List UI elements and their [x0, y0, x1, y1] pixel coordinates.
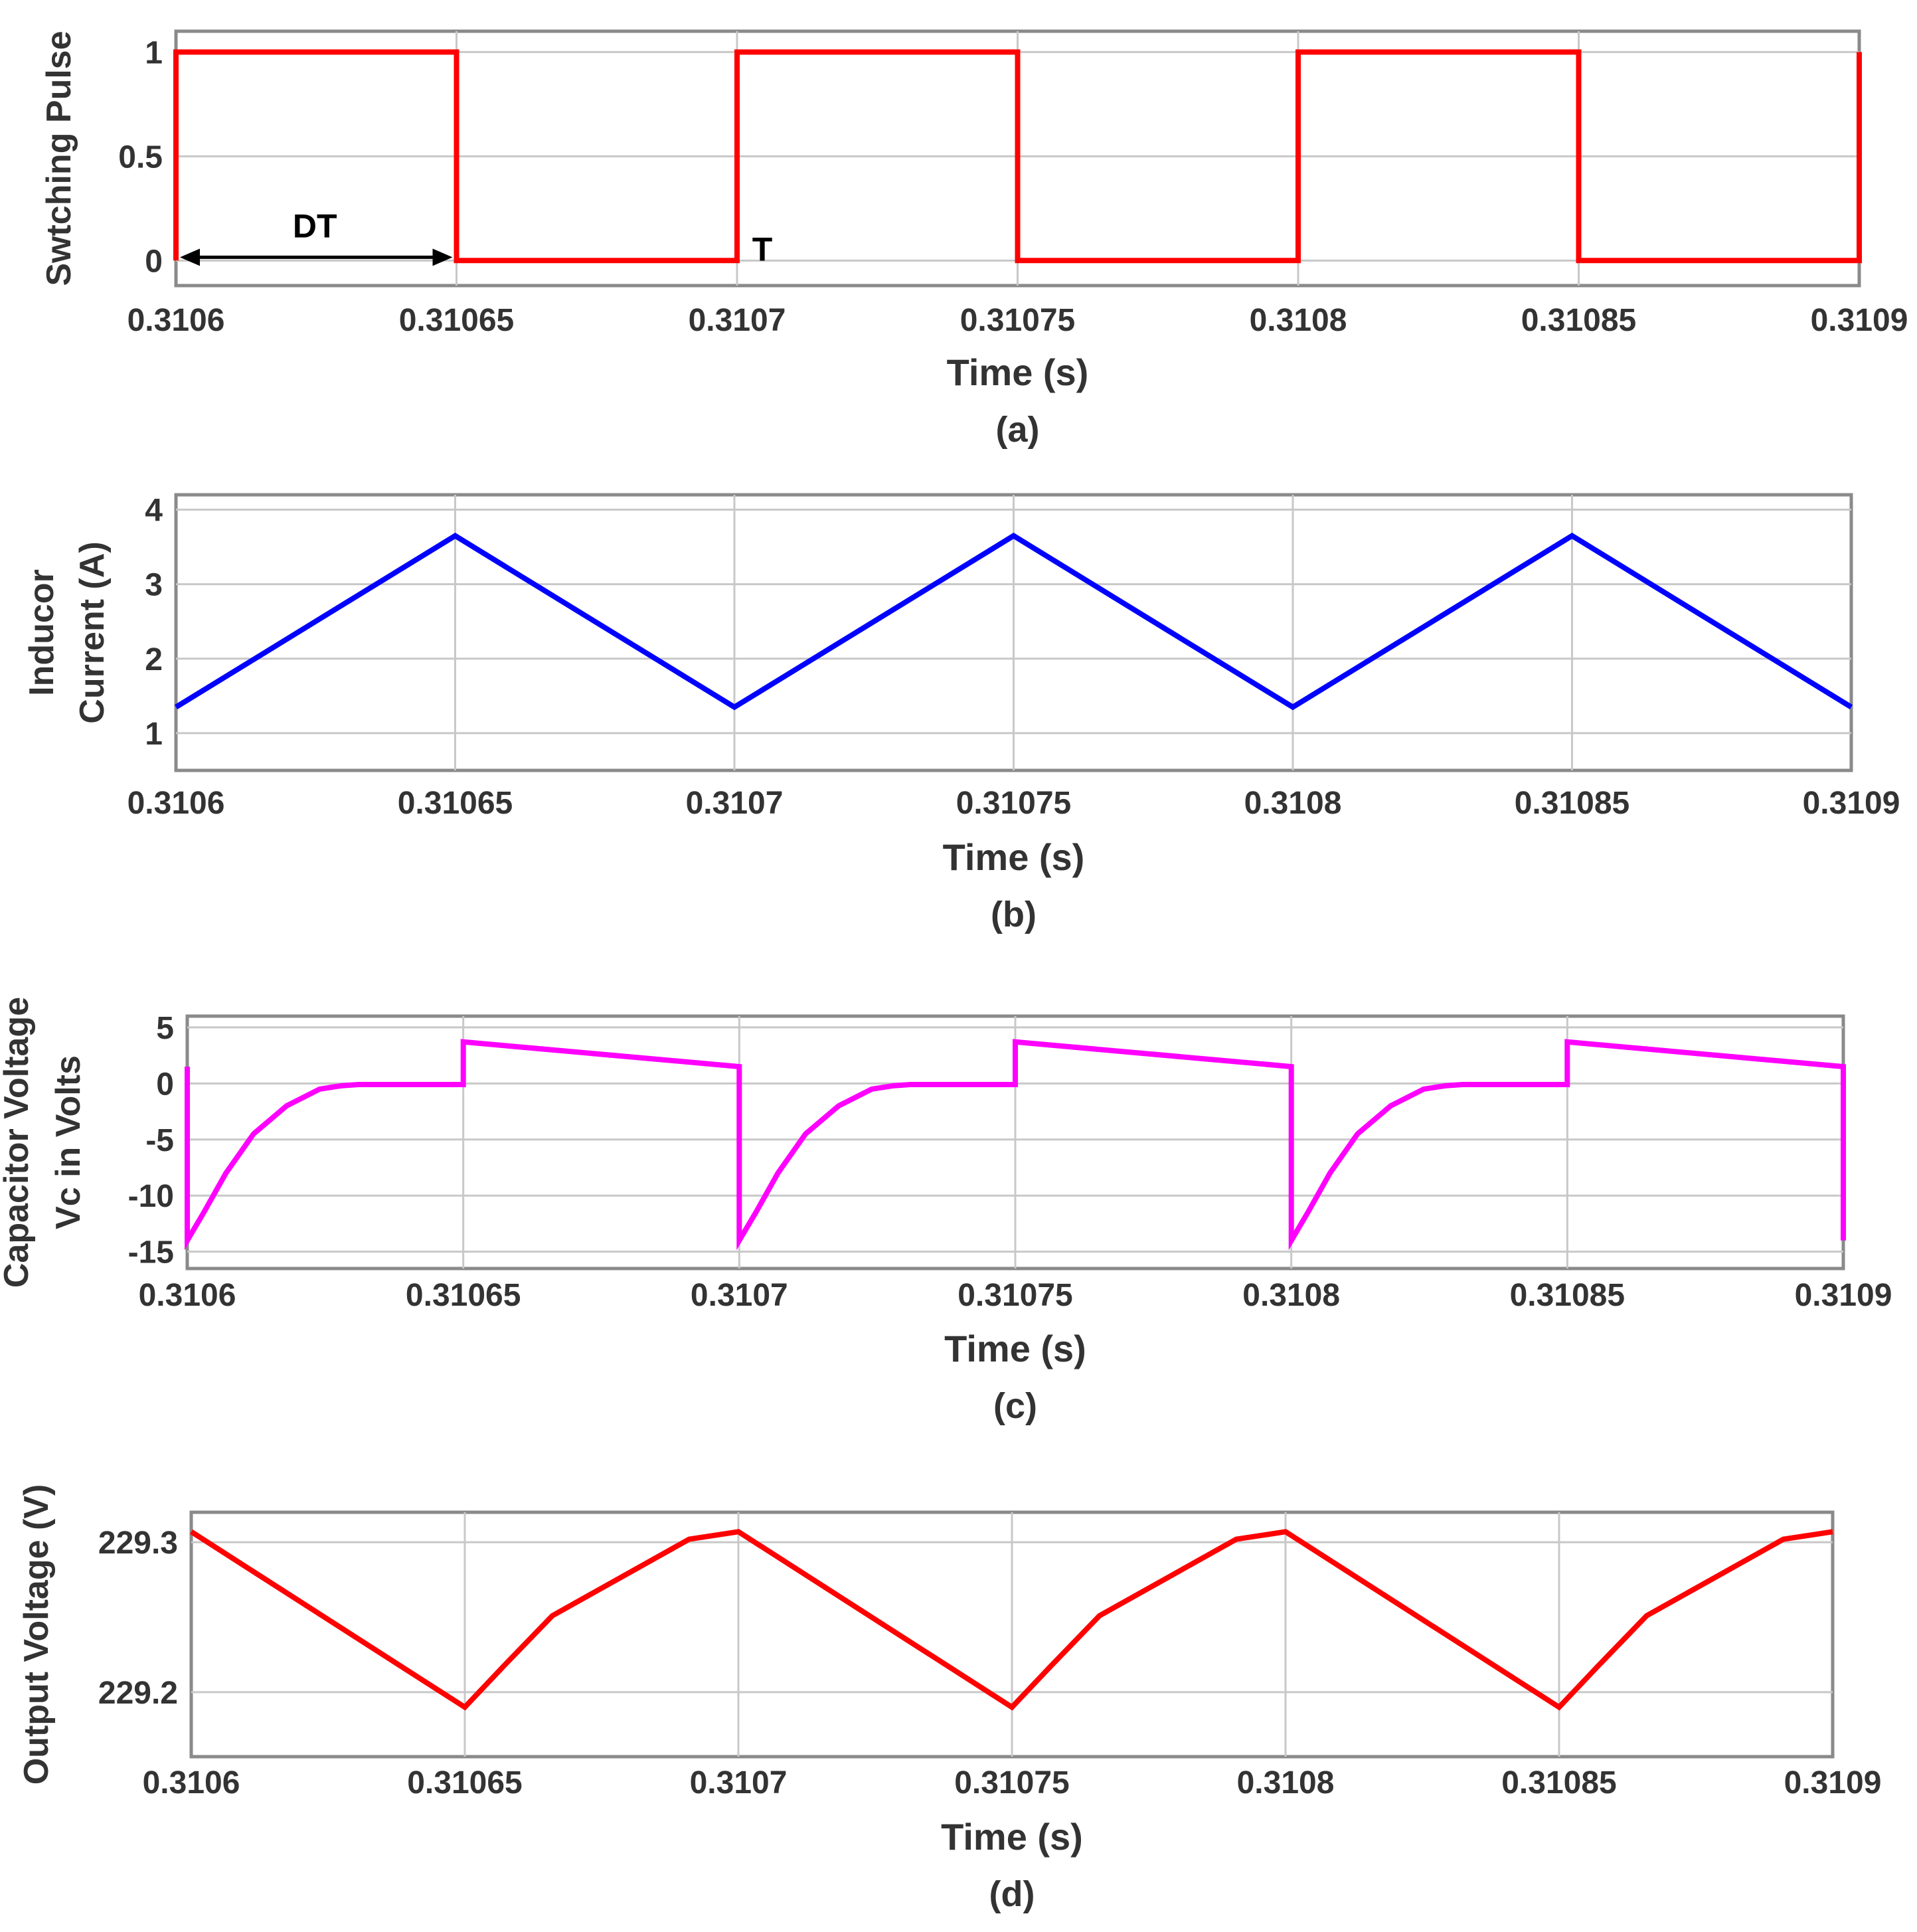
- x-tick-label: 0.3107: [689, 303, 786, 338]
- x-tick-label: 0.3106: [139, 1278, 236, 1313]
- x-tick-label: 0.3109: [1795, 1278, 1892, 1313]
- t-annotation-label: T: [752, 230, 773, 268]
- dt-arrow-head-left: [180, 248, 200, 266]
- y-tick-label: 2: [145, 642, 163, 677]
- x-axis-label: Time (s): [944, 1328, 1086, 1369]
- panel-caption: (c): [993, 1386, 1037, 1426]
- series-line-b-0: [174, 533, 1853, 711]
- x-tick-label: 0.3108: [1242, 1278, 1340, 1313]
- chart-panel-d: 0.3106 0.31065 0.3107 0.31075 0.3108 0.31085 0…: [17, 1484, 1881, 1914]
- x-tick-label: 0.3108: [1237, 1765, 1335, 1800]
- x-tick-label: 0.3109: [1811, 303, 1908, 338]
- y-tick-label: 0: [156, 1067, 174, 1102]
- x-tick-label: 0.31075: [960, 303, 1076, 338]
- y-tick-label: 229.3: [98, 1526, 178, 1561]
- series-line-a-0: [173, 49, 1862, 264]
- x-tick-label: 0.31065: [406, 1278, 521, 1313]
- panel-caption: (b): [991, 895, 1037, 934]
- x-tick-label: 0.3106: [127, 303, 225, 338]
- chart-panel-c: 0.3106 0.31065 0.3107 0.31075 0.3108 0.31085 0…: [0, 997, 1892, 1426]
- x-tick-label: 0.31075: [958, 1278, 1073, 1313]
- series-line-c-0: [185, 1039, 1846, 1251]
- panel-caption: (d): [989, 1874, 1035, 1914]
- x-axis-label: Time (s): [941, 1816, 1083, 1858]
- y-tick-label: 0.5: [118, 139, 163, 175]
- dt-arrow-head-right: [432, 248, 453, 266]
- x-tick-label: 0.31075: [956, 786, 1072, 821]
- x-tick-label: 0.3106: [127, 786, 225, 821]
- dt-annotation-label: DT: [293, 207, 337, 244]
- y-axis-label: Vc in Volts: [49, 1055, 88, 1229]
- series-line-d-0: [189, 1529, 1833, 1711]
- x-axis-label: Time (s): [943, 836, 1085, 878]
- x-tick-label: 0.3109: [1803, 786, 1900, 821]
- y-tick-label: 1: [145, 35, 163, 70]
- x-tick-label: 0.31065: [407, 1765, 523, 1800]
- y-axis-label: Output Voltage (V): [17, 1484, 56, 1785]
- x-tick-label: 0.31065: [398, 786, 513, 821]
- y-tick-label: 4: [145, 493, 163, 528]
- x-tick-label: 0.31085: [1510, 1278, 1625, 1313]
- y-tick-label: 1: [145, 717, 163, 752]
- x-tick-label: 0.3109: [1784, 1765, 1882, 1800]
- y-tick-label: 5: [156, 1011, 174, 1046]
- x-tick-label: 0.31085: [1521, 303, 1637, 338]
- y-tick-label: 0: [145, 244, 163, 279]
- y-tick-label: 3: [145, 568, 163, 603]
- chart-panel-b: 0.3106 0.31065 0.3107 0.31075 0.3108 0.31085 0…: [23, 493, 1900, 934]
- x-tick-label: 0.3107: [690, 1765, 788, 1800]
- y-axis-label: Current (A): [73, 541, 112, 723]
- x-tick-label: 0.3106: [143, 1765, 240, 1800]
- chart-panel-a: 0.3106 0.31065 0.3107 0.31075 0.3108 0.31085 0…: [40, 29, 1908, 450]
- panel-caption: (a): [996, 410, 1040, 450]
- x-tick-label: 0.31085: [1515, 786, 1630, 821]
- x-tick-label: 0.3108: [1244, 786, 1342, 821]
- y-tick-label: 229.2: [98, 1676, 178, 1711]
- y-axis-label: Capacitor Voltage: [0, 997, 36, 1288]
- y-tick-label: -10: [128, 1179, 174, 1214]
- x-tick-label: 0.3108: [1250, 303, 1347, 338]
- y-tick-label: -5: [145, 1123, 174, 1158]
- x-tick-label: 0.31085: [1501, 1765, 1617, 1800]
- y-axis-label: Inducor: [23, 569, 61, 696]
- x-tick-label: 0.31075: [954, 1765, 1070, 1800]
- x-tick-label: 0.3107: [686, 786, 784, 821]
- y-tick-label: -15: [128, 1235, 174, 1271]
- x-axis-label: Time (s): [947, 351, 1089, 393]
- x-tick-label: 0.3107: [691, 1278, 788, 1313]
- x-tick-label: 0.31065: [399, 303, 515, 338]
- y-axis-label: Swtching Pulse: [40, 31, 78, 286]
